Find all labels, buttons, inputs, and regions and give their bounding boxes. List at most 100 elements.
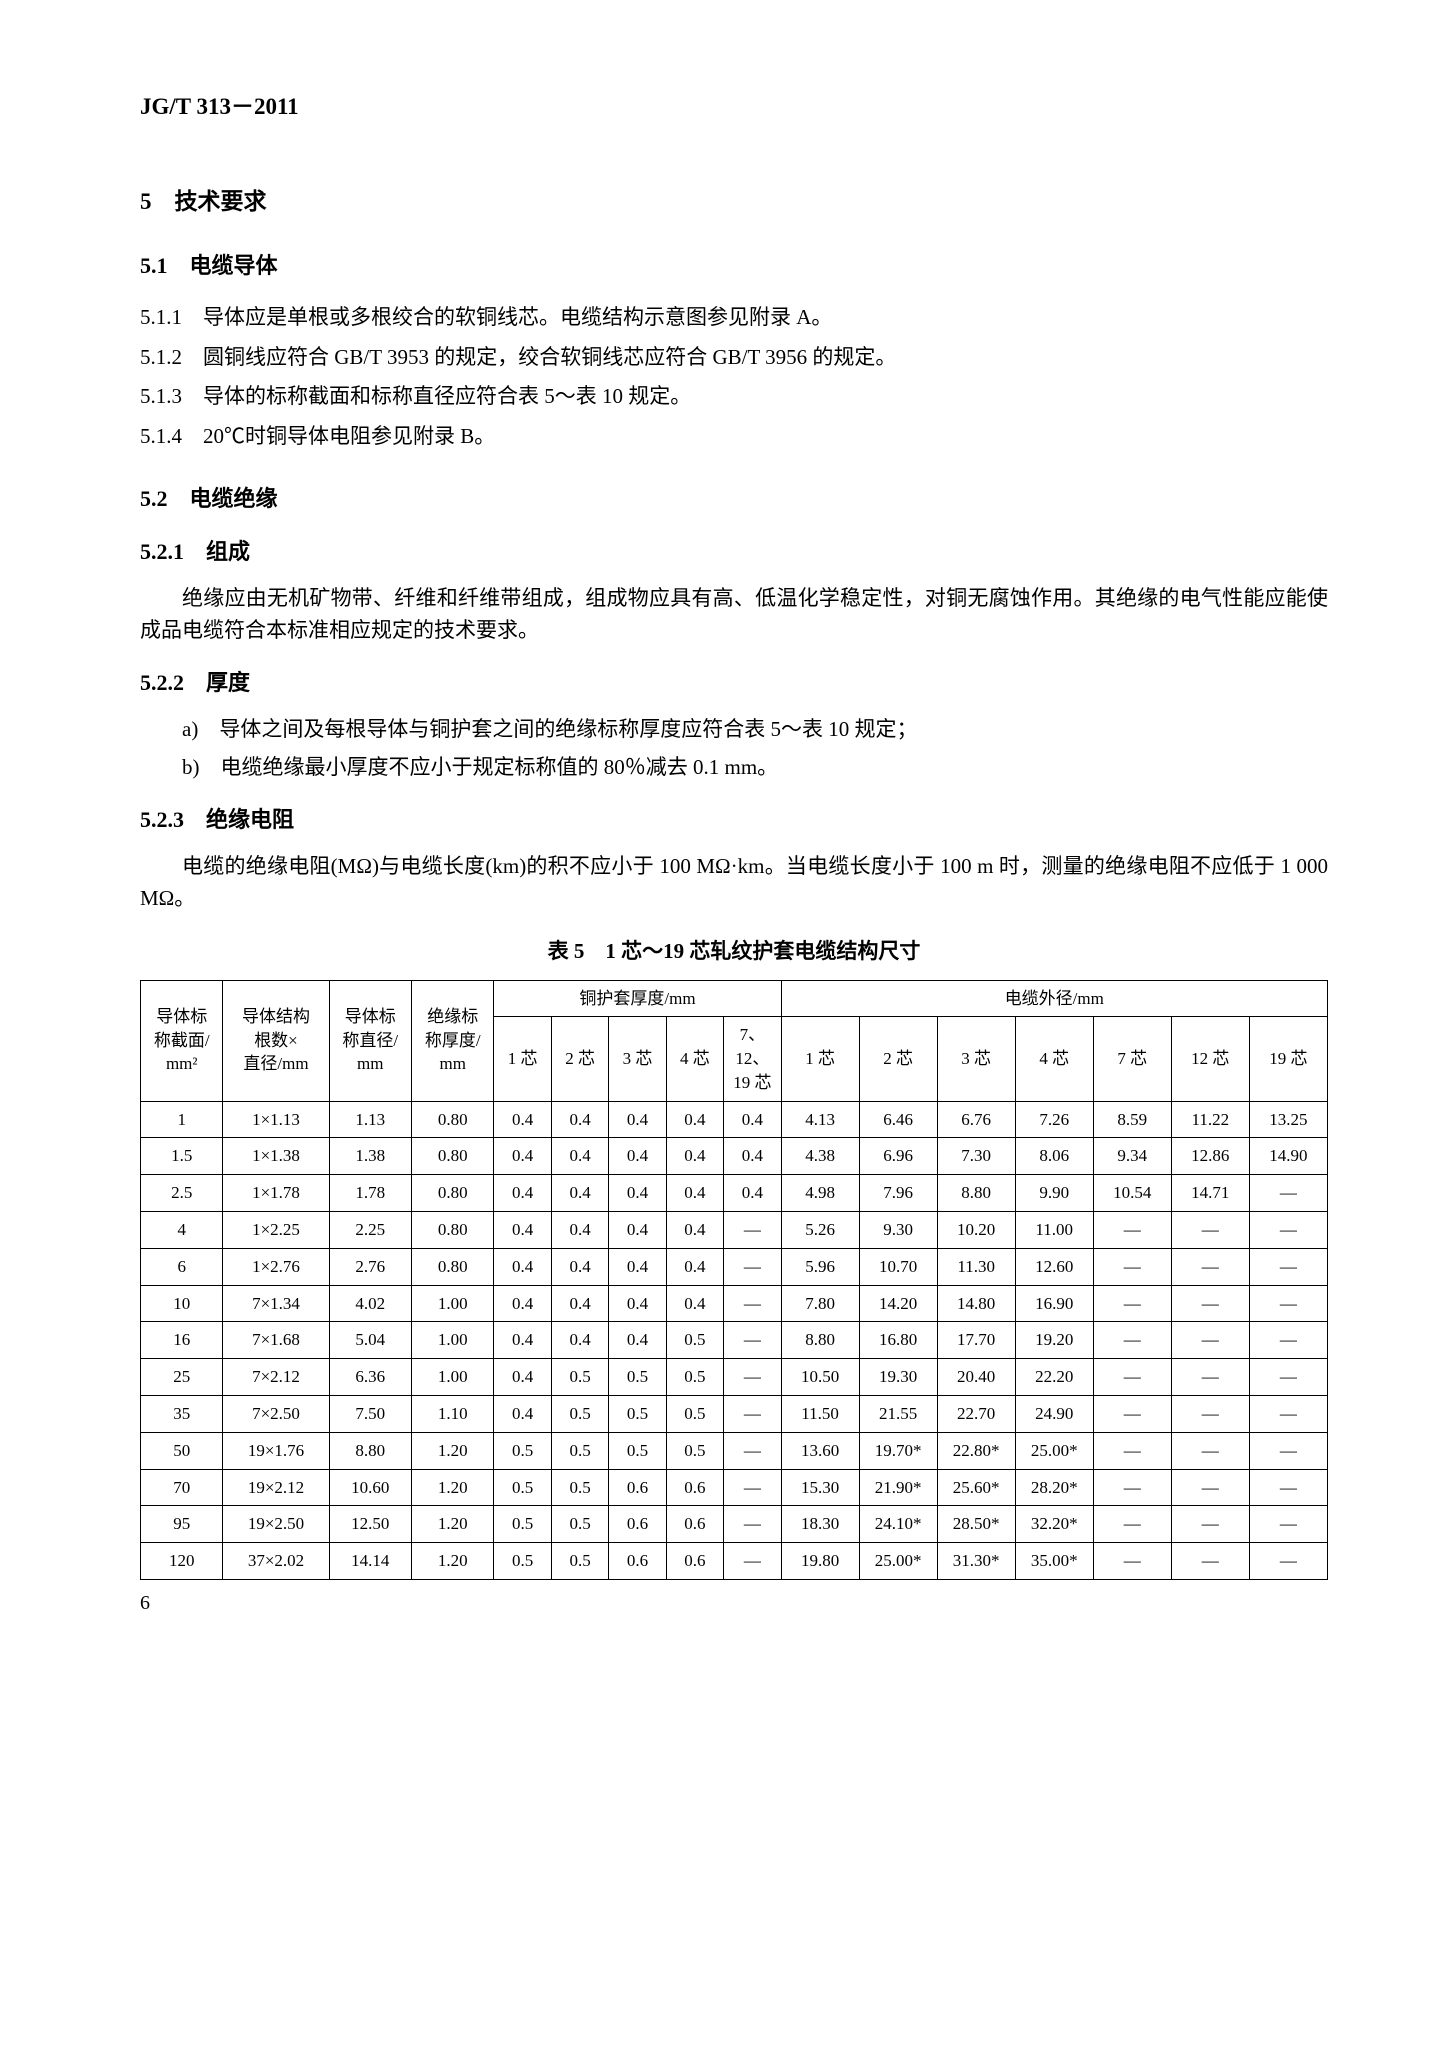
page-number: 6 [140,1588,1328,1618]
table-cell: — [1171,1285,1249,1322]
table-cell: 0.4 [551,1175,608,1212]
table-cell: 5.96 [781,1248,859,1285]
table-cell: — [1171,1506,1249,1543]
table-cell: 9.30 [859,1212,937,1249]
table-cell: — [1093,1285,1171,1322]
table-cell: 1.38 [329,1138,411,1175]
section-5-2-1-title: 5.2.1 组成 [140,535,1328,568]
table-cell: 0.4 [609,1212,666,1249]
table-cell: 0.4 [666,1285,723,1322]
table-cell: 0.4 [724,1175,781,1212]
table-cell: — [724,1248,781,1285]
table-cell: 0.80 [411,1175,493,1212]
table-cell: 10.50 [781,1359,859,1396]
table-cell: 11.30 [937,1248,1015,1285]
table-row: 107×1.344.021.000.40.40.40.4—7.8014.2014… [141,1285,1328,1322]
table-cell: 0.5 [494,1543,551,1580]
table-cell: 0.4 [551,1248,608,1285]
section-5-2-2-title: 5.2.2 厚度 [140,666,1328,699]
table-cell: 0.4 [666,1175,723,1212]
table-cell: 0.80 [411,1101,493,1138]
table-cell: 1.5 [141,1138,223,1175]
table-cell: 11.50 [781,1396,859,1433]
table-cell: 14.80 [937,1285,1015,1322]
table-cell: — [1249,1506,1327,1543]
table-cell: 1×1.13 [223,1101,329,1138]
table-cell: 0.5 [666,1322,723,1359]
table-cell: 7.50 [329,1396,411,1433]
table-cell: 19×2.12 [223,1469,329,1506]
table-cell: 1.00 [411,1322,493,1359]
table-cell: 10.54 [1093,1175,1171,1212]
table-cell: 4.98 [781,1175,859,1212]
table-cell: 0.5 [494,1432,551,1469]
table-cell: 8.80 [937,1175,1015,1212]
li-5-2-2-a: a) 导体之间及每根导体与铜护套之间的绝缘标称厚度应符合表 5～表 10 规定； [193,714,1329,746]
table-cell: 6.36 [329,1359,411,1396]
table-cell: — [1093,1212,1171,1249]
table-row: 12037×2.0214.141.200.50.50.60.6—19.8025.… [141,1543,1328,1580]
table-cell: 4.02 [329,1285,411,1322]
p-5-1-1: 5.1.1 导体应是单根或多根绞合的软铜线芯。电缆结构示意图参见附录 A。 [140,302,1328,334]
table-head: 导体标称截面/mm² 导体结构根数×直径/mm 导体标称直径/mm 绝缘标称厚度… [141,980,1328,1101]
table-cell: 50 [141,1432,223,1469]
table-cell: 2.25 [329,1212,411,1249]
table-cell: 1.20 [411,1506,493,1543]
table-cell: 7×1.34 [223,1285,329,1322]
table-cell: — [1249,1359,1327,1396]
table-cell: 25.00* [1015,1432,1093,1469]
table-cell: 0.5 [666,1396,723,1433]
table-cell: 0.6 [609,1506,666,1543]
table-cell: — [724,1396,781,1433]
table-cell: — [1171,1359,1249,1396]
table-row: 257×2.126.361.000.40.50.50.5—10.5019.302… [141,1359,1328,1396]
table-cell: 19.20 [1015,1322,1093,1359]
table-cell: — [1171,1212,1249,1249]
table-cell: 20.40 [937,1359,1015,1396]
table-cell: 16.80 [859,1322,937,1359]
table-cell: 28.50* [937,1506,1015,1543]
table-cell: 6.76 [937,1101,1015,1138]
table-cell: — [1171,1543,1249,1580]
table-cell: 22.20 [1015,1359,1093,1396]
table-cell: 0.5 [609,1432,666,1469]
table-cell: 17.70 [937,1322,1015,1359]
table-cell: 0.5 [494,1506,551,1543]
table-cell: 7×2.50 [223,1396,329,1433]
table-cell: 9.34 [1093,1138,1171,1175]
table-cell: 0.4 [666,1101,723,1138]
table-cell: 19.80 [781,1543,859,1580]
table-cell: 1.13 [329,1101,411,1138]
table-cell: — [1249,1432,1327,1469]
table-cell: 1.00 [411,1359,493,1396]
table-cell: 0.80 [411,1138,493,1175]
table-cell: — [724,1432,781,1469]
table-cell: 19×1.76 [223,1432,329,1469]
table-cell: 1×1.38 [223,1138,329,1175]
table-cell: 0.4 [551,1285,608,1322]
table-cell: 0.4 [724,1101,781,1138]
table-cell: 0.4 [609,1285,666,1322]
table-cell: 35.00* [1015,1543,1093,1580]
table-cell: — [1171,1248,1249,1285]
table-cell: 7.26 [1015,1101,1093,1138]
table-cell: 0.5 [494,1469,551,1506]
table-cell: 7×1.68 [223,1322,329,1359]
table-cell: 0.5 [551,1396,608,1433]
table-cell: 10.60 [329,1469,411,1506]
table-cell: — [1093,1469,1171,1506]
section-5-2-title: 5.2 电缆绝缘 [140,482,1328,515]
table-cell: 0.4 [494,1322,551,1359]
table-cell: 11.22 [1171,1101,1249,1138]
table-cell: 37×2.02 [223,1543,329,1580]
table-cell: — [1249,1212,1327,1249]
p-5-2-1: 绝缘应由无机矿物带、纤维和纤维带组成，组成物应具有高、低温化学稳定性，对铜无腐蚀… [140,583,1328,646]
table-cell: 6.46 [859,1101,937,1138]
table-cell: 1.78 [329,1175,411,1212]
table-cell: 25.60* [937,1469,1015,1506]
table-cell: 0.4 [551,1322,608,1359]
table-cell: 0.4 [494,1175,551,1212]
table-cell: — [1093,1432,1171,1469]
table-cell: — [1249,1396,1327,1433]
table-cell: — [1171,1432,1249,1469]
